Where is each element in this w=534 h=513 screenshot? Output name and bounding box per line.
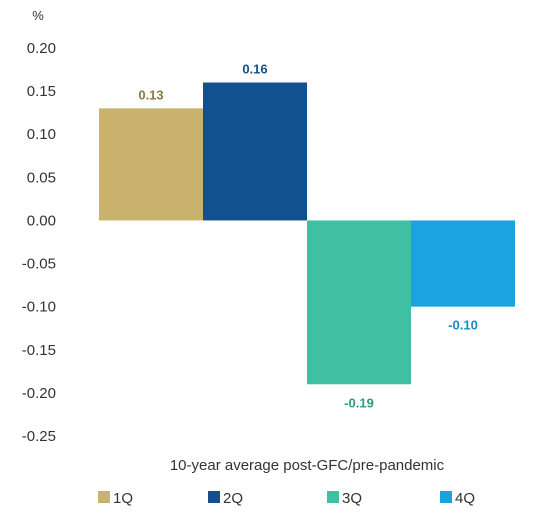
legend-swatch-4q [440,491,452,503]
data-labels: 0.13 0.16 -0.19 -0.10 [138,61,477,410]
bars [99,82,515,385]
y-tick-label: -0.15 [22,342,56,359]
y-unit-label: % [32,8,44,23]
bar-3q [307,220,411,385]
x-axis-label: 10-year average post-GFC/pre-pandemic [170,457,445,474]
bar-4q [411,220,515,307]
bar-2q [203,82,307,221]
data-label-1q: 0.13 [138,87,163,102]
legend: 1Q 2Q 3Q 4Q [98,490,475,507]
legend-swatch-2q [208,491,220,503]
data-label-4q: -0.10 [448,318,478,333]
legend-label-1q: 1Q [113,490,133,507]
legend-label-2q: 2Q [223,490,243,507]
y-tick-label: -0.20 [22,385,56,402]
y-tick-label: 0.20 [27,40,56,57]
legend-label-4q: 4Q [455,490,475,507]
y-tick-label: 0.10 [27,126,56,143]
legend-swatch-3q [327,491,339,503]
bar-1q [99,108,203,221]
legend-swatch-1q [98,491,110,503]
y-tick-label: 0.15 [27,83,56,100]
y-axis-ticks: 0.20 0.15 0.10 0.05 0.00 -0.05 -0.10 -0.15 -0.20… [22,40,56,445]
y-tick-label: 0.00 [27,212,56,229]
data-label-2q: 0.16 [242,61,267,76]
legend-label-3q: 3Q [342,490,362,507]
y-tick-label: -0.10 [22,299,56,316]
y-tick-label: -0.25 [22,428,56,445]
data-label-3q: -0.19 [344,395,374,410]
y-tick-label: 0.05 [27,169,56,186]
y-tick-label: -0.05 [22,256,56,273]
